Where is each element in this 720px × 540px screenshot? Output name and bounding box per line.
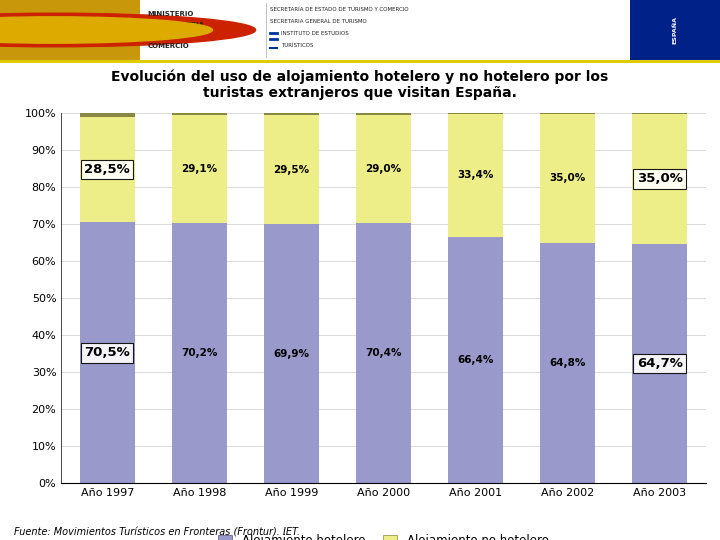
Legend: Alojamiento hotelero, Alojamiento no hotelero: Alojamiento hotelero, Alojamiento no hot… [218,534,549,540]
FancyBboxPatch shape [630,0,720,60]
Bar [356,115,411,222]
Text: COMERCIO: COMERCIO [148,43,189,49]
Text: 70,5%: 70,5% [84,346,130,359]
Text: 70,4%: 70,4% [365,348,402,358]
Bar [264,115,319,225]
Bar [171,113,227,116]
Text: 29,1%: 29,1% [181,164,217,174]
Text: SECRETARIA GENERAL DE TURISMO: SECRETARIA GENERAL DE TURISMO [270,19,366,24]
Circle shape [0,17,212,43]
Text: 69,9%: 69,9% [274,349,310,359]
Text: ESPAÑA: ESPAÑA [672,16,678,44]
Bar [80,113,135,117]
Bar [171,223,227,483]
Bar [448,238,503,483]
Text: 64,8%: 64,8% [549,359,585,368]
Circle shape [0,13,256,47]
Text: INSTITUTO DE ESTUDIOS: INSTITUTO DE ESTUDIOS [281,31,348,36]
Text: SECRETARÍA DE ESTADO DE TURISMO Y COMERCIO: SECRETARÍA DE ESTADO DE TURISMO Y COMERC… [270,7,409,12]
Bar [632,114,687,244]
Text: 35,0%: 35,0% [549,173,585,184]
Bar [264,225,319,483]
Text: MINISTERIO: MINISTERIO [148,11,194,17]
Text: Evolución del uso de alojamiento hotelero y no hotelero por los
turistas extranj: Evolución del uso de alojamiento hoteler… [112,70,608,100]
Bar [356,222,411,483]
Bar [264,113,319,115]
Bar [448,113,503,238]
Bar [80,117,135,222]
Text: 70,2%: 70,2% [181,348,217,358]
Bar [356,113,411,115]
Text: 29,5%: 29,5% [274,165,310,175]
Text: 33,4%: 33,4% [457,171,494,180]
Bar [540,113,595,244]
Text: DE INDUSTRIA,: DE INDUSTRIA, [148,22,207,28]
Bar [632,244,687,483]
Text: Fuente: Movimientos Turísticos en Fronteras (Frontur). IET.: Fuente: Movimientos Turísticos en Fronte… [14,527,300,537]
Bar [540,244,595,483]
Bar [171,116,227,223]
Text: TURISMO Y: TURISMO Y [148,32,192,38]
Text: 64,7%: 64,7% [636,357,683,370]
Text: 66,4%: 66,4% [457,355,494,366]
Text: 29,0%: 29,0% [365,164,402,174]
Bar [80,222,135,483]
Bar [632,113,687,114]
Text: 35,0%: 35,0% [636,172,683,185]
Text: 28,5%: 28,5% [84,163,130,176]
FancyBboxPatch shape [0,60,720,63]
FancyBboxPatch shape [0,0,140,60]
Text: TURÍSTICOS: TURÍSTICOS [281,43,313,48]
